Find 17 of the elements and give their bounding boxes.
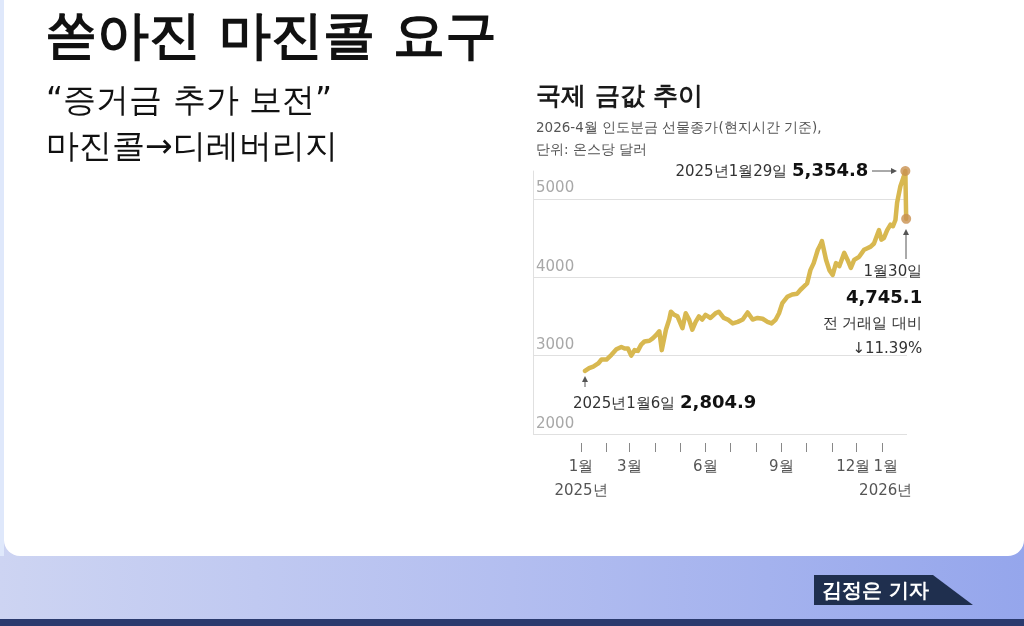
y-tick-label: 2000 [536, 413, 575, 432]
x-tick-label: 1월 2025년 [554, 456, 608, 501]
annotation: 2025년1월6일 2,804.9 [573, 390, 757, 414]
text: “증거금 추가 보전” 마진콜→디레버리지 [46, 79, 338, 167]
text: 김정은 기자 [814, 575, 973, 605]
x-tick-label: 6월 [693, 456, 718, 477]
annotation: 2025년1월29일 5,354.8 [675, 159, 869, 182]
y-tick-label: 3000 [536, 335, 575, 354]
x-tick-label: 12월 [836, 456, 871, 477]
x-tick-label: 9월 [769, 456, 794, 477]
chart-title: 국제 금값 추이 [536, 81, 704, 110]
text: 쏟아진 마진콜 요구 [45, 4, 498, 66]
y-tick-label: 4000 [536, 256, 575, 275]
chart-subtitle: 2026-4월 인도분금 선물종가(현지시간 기준), 단위: 온스당 달러 [536, 119, 822, 157]
y-tick-label: 5000 [536, 178, 575, 197]
annotation: 1월30일 4,745.1 전 거래일 대비 ↓11.39% [822, 260, 923, 359]
x-tick-label: 3월 [617, 456, 642, 477]
